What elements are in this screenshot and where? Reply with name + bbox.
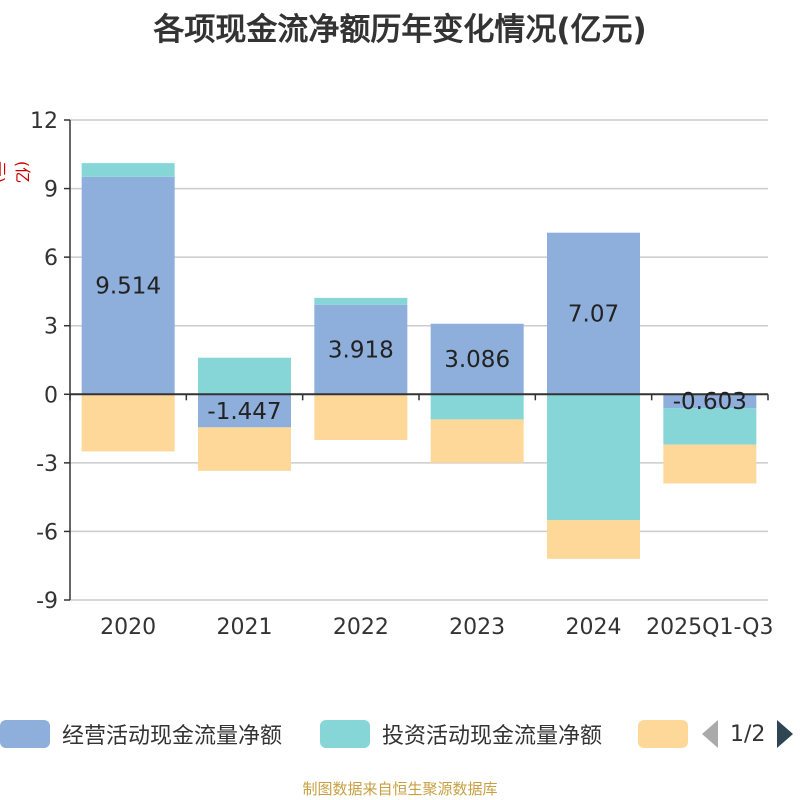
legend: 经营活动现金流量净额 投资活动现金流量净额 1/2 [0,714,800,754]
legend-next-icon[interactable] [777,720,794,748]
data-source-note: 制图数据来自恒生聚源数据库 [302,780,498,798]
bar-segment [314,297,408,305]
legend-pager: 1/2 [702,714,794,754]
y-tick-label: 6 [44,246,58,271]
data-label: 9.514 [95,274,161,300]
data-label: -0.603 [673,389,747,415]
x-tick-label: 2022 [333,615,389,640]
x-tick-label: 2021 [217,615,273,640]
x-tick-label: 2020 [100,615,156,640]
bar-segment [430,394,524,420]
y-tick-label: 0 [44,383,58,408]
bar-segment [430,323,524,395]
data-label: 3.918 [328,338,394,364]
y-tick-label: -6 [36,520,58,545]
chart-title: 各项现金流净额历年变化情况(亿元) [153,12,647,48]
legend-item-investing[interactable]: 投资活动现金流量净额 [320,714,602,754]
y-tick-label: -9 [36,589,58,614]
data-label: 3.086 [444,347,510,373]
bar-segment [81,176,175,395]
x-tick-label: 2023 [449,615,505,640]
bar-segment [198,357,291,395]
y-tick-label: 12 [30,109,58,134]
bar-segment [81,163,175,177]
legend-swatch-investing [320,720,370,748]
x-tick-label: 2025Q1-Q3 [646,615,773,640]
cash-flow-chart: -9 -6 -3 0 3 6 9 12 2020 2021 2022 2023 2024 2025Q1-Q… [30,109,774,640]
data-label: 7.07 [568,301,619,327]
bar-segment [663,394,757,409]
y-tick-label: 3 [44,315,58,340]
bar-segment [663,408,757,445]
legend-item-financing[interactable] [638,714,700,754]
data-label: -1.447 [207,399,281,425]
legend-label-operating: 经营活动现金流量净额 [62,724,283,749]
y-tick-label: -3 [36,452,58,477]
bar-segment [547,394,640,520]
legend-label-investing: 投资活动现金流量净额 [382,724,603,749]
legend-swatch-financing [638,720,688,748]
bar-segment [198,394,291,428]
bar-segment [547,232,640,395]
bar-segment [663,444,757,484]
bar-segment [547,520,640,559]
bar-segment [314,304,408,395]
bar-segment [430,419,524,463]
legend-prev-icon[interactable] [702,720,718,748]
x-tick-label: 2024 [566,615,622,640]
legend-item-operating[interactable]: 经营活动现金流量净额 [0,714,282,754]
legend-swatch-operating [0,720,50,748]
y-tick-label: 9 [44,178,58,203]
bar-segment [81,394,175,452]
legend-page-indicator: 1/2 [730,721,766,747]
bar-segment [198,427,291,471]
bar-segment [314,394,408,440]
